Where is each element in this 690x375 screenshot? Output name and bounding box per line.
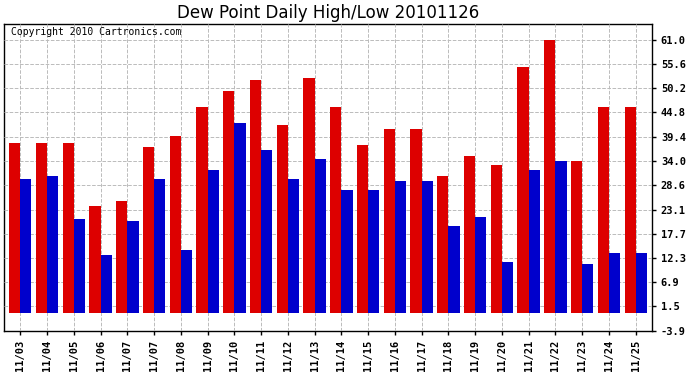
Bar — [598, 107, 609, 313]
Bar — [544, 40, 555, 313]
Bar — [395, 181, 406, 313]
Bar — [357, 145, 368, 313]
Bar — [437, 177, 448, 313]
Bar — [609, 253, 620, 313]
Bar — [170, 136, 181, 313]
Bar — [101, 255, 112, 313]
Bar — [250, 80, 261, 313]
Bar — [20, 179, 32, 313]
Bar — [422, 181, 433, 313]
Bar — [315, 159, 326, 313]
Bar — [384, 129, 395, 313]
Bar — [624, 107, 635, 313]
Bar — [464, 156, 475, 313]
Bar — [197, 107, 208, 313]
Bar — [235, 123, 246, 313]
Bar — [288, 179, 299, 313]
Bar — [502, 262, 513, 313]
Bar — [47, 177, 58, 313]
Bar — [342, 190, 353, 313]
Bar — [208, 170, 219, 313]
Bar — [571, 161, 582, 313]
Bar — [181, 251, 192, 313]
Bar — [475, 217, 486, 313]
Bar — [89, 206, 101, 313]
Bar — [491, 165, 502, 313]
Bar — [9, 143, 20, 313]
Bar — [143, 147, 154, 313]
Bar — [154, 179, 166, 313]
Bar — [36, 143, 47, 313]
Bar — [277, 125, 288, 313]
Bar — [304, 78, 315, 313]
Bar — [635, 253, 647, 313]
Bar — [582, 264, 593, 313]
Bar — [63, 143, 74, 313]
Title: Dew Point Daily High/Low 20101126: Dew Point Daily High/Low 20101126 — [177, 4, 479, 22]
Bar — [518, 67, 529, 313]
Bar — [127, 221, 139, 313]
Bar — [529, 170, 540, 313]
Bar — [448, 226, 460, 313]
Bar — [223, 92, 235, 313]
Bar — [368, 190, 380, 313]
Text: Copyright 2010 Cartronics.com: Copyright 2010 Cartronics.com — [10, 27, 181, 37]
Bar — [261, 150, 273, 313]
Bar — [555, 161, 566, 313]
Bar — [116, 201, 127, 313]
Bar — [74, 219, 85, 313]
Bar — [411, 129, 422, 313]
Bar — [330, 107, 342, 313]
